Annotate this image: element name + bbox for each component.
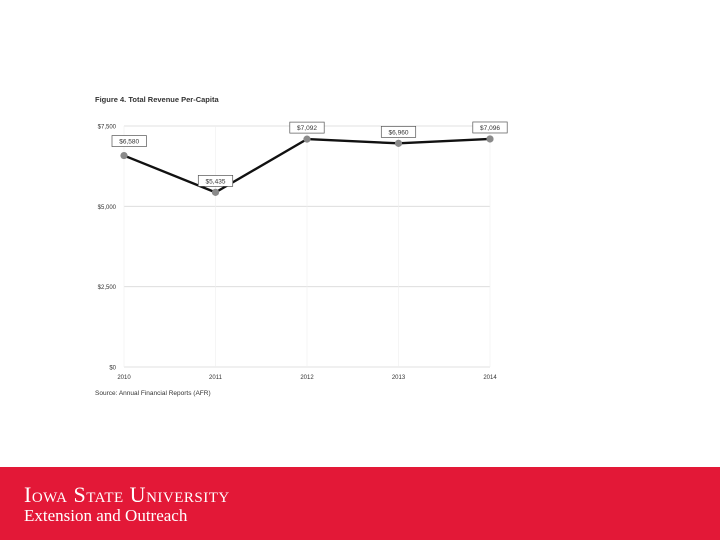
data-label-layer: $6,580 $5,435 $7,092 $6,960 $7,096 bbox=[111, 121, 508, 187]
data-point bbox=[394, 139, 403, 147]
y-tick-labels: $0 $2,500 $5,000 $7,500 bbox=[98, 125, 117, 372]
data-label-box bbox=[111, 135, 147, 147]
university-wordmark[interactable]: Iowa State University bbox=[24, 482, 230, 507]
data-label: $5,435 bbox=[206, 178, 226, 185]
x-tick-label: 2014 bbox=[483, 375, 497, 381]
chart-source: Source: Annual Financial Reports (AFR) bbox=[95, 390, 211, 397]
grid-layer bbox=[123, 125, 491, 368]
x-tick-labels: 2010 2011 2012 2013 2014 bbox=[117, 375, 497, 381]
x-tick-label: 2013 bbox=[392, 375, 406, 381]
data-label-box bbox=[472, 121, 508, 134]
y-tick-label: $5,000 bbox=[98, 205, 117, 211]
x-tick-label: 2010 bbox=[117, 375, 131, 381]
data-point bbox=[486, 135, 494, 143]
data-label: $6,580 bbox=[119, 139, 139, 146]
chart-title: Figure 4. Total Revenue Per-Capita bbox=[95, 95, 219, 104]
data-label: $7,092 bbox=[297, 125, 317, 132]
data-label-box bbox=[289, 121, 325, 134]
data-point bbox=[303, 135, 311, 143]
y-tick-label: $2,500 bbox=[98, 285, 117, 291]
data-label-box bbox=[380, 126, 417, 138]
y-tick-label: $7,500 bbox=[98, 125, 117, 131]
data-label-box bbox=[197, 175, 234, 187]
extension-outreach-label: Extension and Outreach bbox=[24, 506, 188, 525]
x-tick-label: 2011 bbox=[209, 375, 223, 381]
series-layer bbox=[120, 135, 494, 196]
x-tick-label: 2012 bbox=[300, 375, 314, 381]
data-label: $6,960 bbox=[389, 129, 409, 136]
data-label: $7,096 bbox=[480, 125, 500, 132]
footer-band bbox=[0, 467, 720, 540]
data-point bbox=[120, 151, 128, 160]
y-tick-label: $0 bbox=[109, 366, 116, 372]
data-point bbox=[211, 188, 220, 196]
